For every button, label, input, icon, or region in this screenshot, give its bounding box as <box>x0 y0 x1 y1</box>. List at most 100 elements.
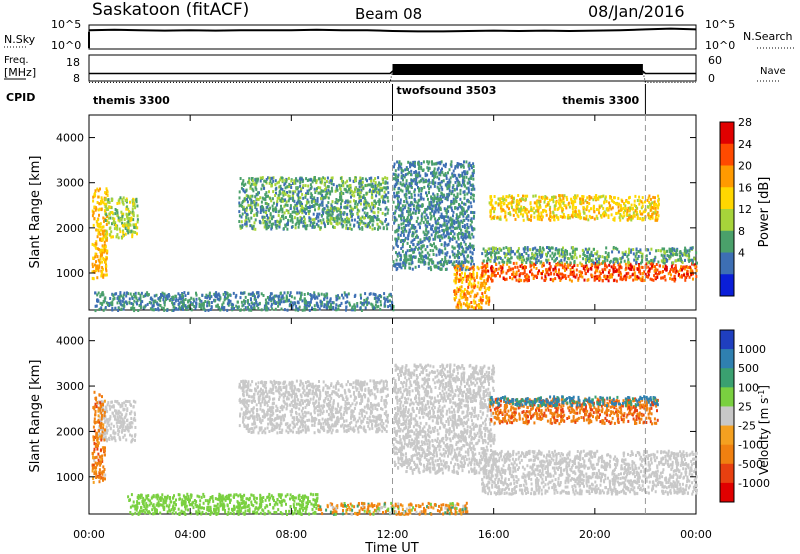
data-cell <box>272 201 275 205</box>
data-cell <box>106 251 109 255</box>
data-cell <box>204 295 207 299</box>
data-cell <box>139 306 142 309</box>
data-cell <box>426 216 429 220</box>
data-cell <box>526 246 529 250</box>
data-cell <box>458 256 461 259</box>
data-cell <box>469 236 472 240</box>
data-cell <box>531 272 533 276</box>
data-cell <box>468 233 471 237</box>
data-cell <box>602 270 604 274</box>
data-cell <box>653 274 656 278</box>
data-cell <box>563 194 566 198</box>
data-cell <box>456 165 459 169</box>
data-cell <box>376 305 379 309</box>
data-cell <box>357 225 360 229</box>
data-cell <box>512 272 515 276</box>
data-cell <box>509 268 512 272</box>
data-cell <box>639 272 642 276</box>
nsky-panel: N.Sky 10^5 10^0 N.Search 10^5 10^0 <box>4 18 795 52</box>
data-cell <box>635 258 638 262</box>
data-cell <box>427 197 429 201</box>
data-cell <box>585 217 588 221</box>
data-cell <box>462 190 465 194</box>
data-cell <box>115 225 118 229</box>
data-cell <box>289 213 292 217</box>
data-cell <box>102 245 105 249</box>
data-cell <box>680 274 683 278</box>
data-cell <box>322 218 325 222</box>
data-cell <box>535 209 537 213</box>
data-cell <box>569 272 572 276</box>
data-cell <box>404 195 407 199</box>
data-cell <box>622 206 625 210</box>
data-cell <box>317 191 320 195</box>
data-cell <box>630 268 633 271</box>
data-cell <box>256 192 259 196</box>
data-cell <box>128 230 131 233</box>
data-cell <box>309 220 312 224</box>
data-cell <box>306 179 309 182</box>
data-cell <box>490 269 493 273</box>
data-cell <box>390 306 393 310</box>
data-cell <box>377 188 380 192</box>
data-cell <box>406 241 409 245</box>
data-cell <box>93 269 96 273</box>
data-cell <box>289 196 292 200</box>
data-cell <box>208 293 211 297</box>
data-cell <box>254 186 257 190</box>
data-cell <box>369 205 372 209</box>
data-cell <box>466 226 469 230</box>
data-cell <box>579 261 582 265</box>
data-cell <box>627 253 630 256</box>
data-cell <box>430 203 433 207</box>
data-cell <box>278 185 281 189</box>
data-cell <box>173 306 176 310</box>
data-cell <box>598 257 601 261</box>
data-cell <box>352 179 355 183</box>
data-cell <box>226 308 229 312</box>
data-cell <box>428 237 431 240</box>
data-cell <box>445 174 448 178</box>
data-cell <box>116 301 119 305</box>
data-cell <box>373 306 376 310</box>
data-cell <box>311 225 314 229</box>
data-cell <box>401 245 404 249</box>
data-cell <box>104 191 107 195</box>
data-cell <box>401 249 404 253</box>
data-cell <box>413 247 416 251</box>
data-cell <box>325 204 328 208</box>
data-cell <box>303 305 306 309</box>
data-cell <box>514 272 517 276</box>
data-cell <box>243 199 246 203</box>
data-cell <box>112 235 114 239</box>
data-cell <box>316 202 319 206</box>
data-cell <box>453 266 456 270</box>
data-cell <box>256 197 258 201</box>
data-cell <box>608 206 611 210</box>
data-cell <box>322 189 325 193</box>
data-cell <box>127 223 130 227</box>
data-cell <box>529 263 532 266</box>
data-cell <box>522 272 525 276</box>
data-cell <box>175 307 177 311</box>
data-cell <box>353 303 356 307</box>
data-cell <box>416 216 419 220</box>
data-cell <box>444 255 447 259</box>
data-cell <box>108 205 111 209</box>
data-cell <box>545 252 547 256</box>
data-cell <box>464 297 467 301</box>
data-cell <box>399 165 402 169</box>
data-cell <box>402 261 405 265</box>
data-cell <box>657 260 660 264</box>
data-cell <box>303 293 306 296</box>
data-cell <box>456 286 459 290</box>
data-cell <box>632 278 635 282</box>
data-cell <box>103 209 106 213</box>
data-cell <box>446 207 449 211</box>
data-cell <box>182 307 184 311</box>
data-cell <box>686 254 689 258</box>
data-cell <box>677 258 680 262</box>
data-cell <box>214 294 217 298</box>
data-cell <box>443 219 446 222</box>
data-cell <box>119 230 122 234</box>
